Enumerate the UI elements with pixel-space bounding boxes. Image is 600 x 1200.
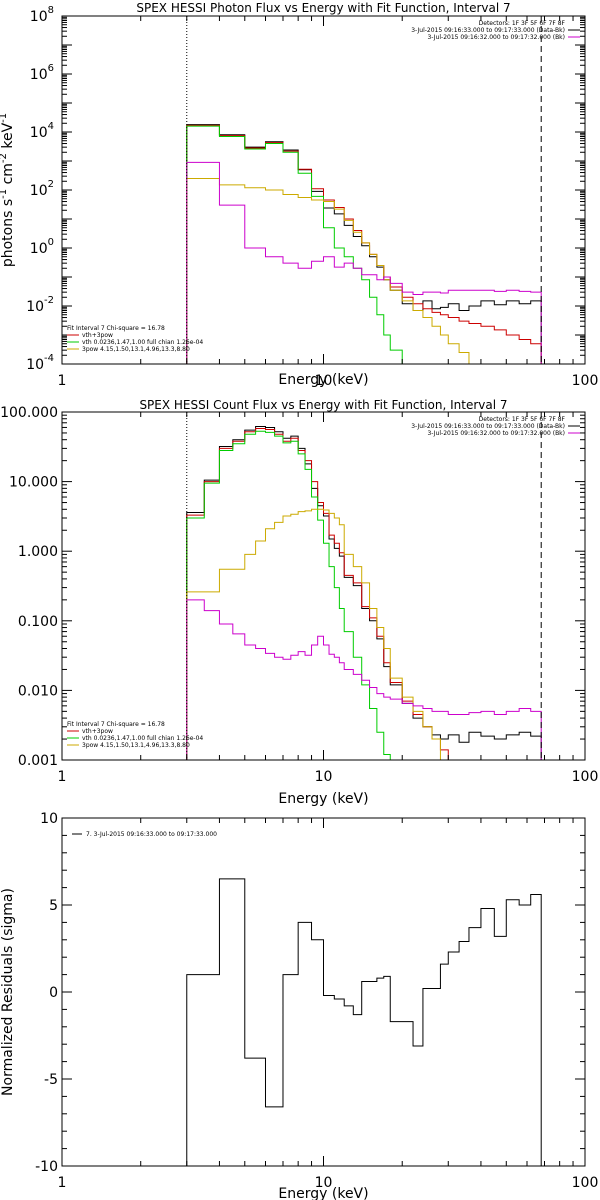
y-tick-label: 10-2 [26,295,54,315]
legend-entry: 3-Jul-2015 09:16:32.000 to 09:17:32.000 … [427,430,565,437]
y-tick-label: 106 [30,63,54,83]
y-tick-base: 10 [30,241,48,257]
series-line-1 [186,124,542,364]
y-axis-label: Normalized Residuals (sigma) [0,888,16,1096]
y-axis-label-unit: cm [0,163,16,189]
y-tick-label: 0.001 [18,753,58,769]
y-axis-label-exponent: -1 [0,189,9,199]
series-line-2 [186,124,542,364]
y-tick-base: 10 [30,125,48,141]
y-tick-exponent: 4 [48,121,54,132]
x-axis-label: Energy (keV) [278,1186,368,1200]
y-tick-label: 100.000 [0,405,58,421]
y-tick-base: 10 [26,299,44,315]
y-tick-label: 0.010 [18,683,58,699]
y-tick-label: 10 [40,811,58,827]
series-line-3 [186,125,414,364]
x-tick-label: 1 [58,769,67,785]
x-tick-label: 100 [572,1175,599,1191]
series-line-4 [186,177,482,364]
series-line-1 [186,878,542,1166]
series-line-4 [186,508,449,760]
x-tick-label: 100 [572,373,599,389]
x-tick-label: 1 [58,373,67,389]
y-tick-exponent: -4 [44,353,54,364]
plot-area [186,124,542,364]
y-tick-exponent: 6 [48,63,54,74]
legend-entry: vth+3pow [82,728,113,735]
y-tick-base: 10 [26,357,44,373]
series-line-5 [186,161,542,364]
chart-panel-1: SPEX HESSI Photon Flux vs Energy with Fi… [0,1,599,389]
x-tick-label: 10 [315,769,333,785]
series-line-1 [186,425,542,760]
y-tick-label: 0 [49,985,58,1001]
y-tick-label: 102 [30,179,54,199]
y-tick-label: 104 [30,121,54,141]
legend-entry: vth 0.0236,1.47,1.00 full chian 1.26e-04 [82,735,203,742]
plot-area [186,425,542,760]
y-axis-label-unit: photons s [0,199,16,267]
legend-entry: Fit Interval 7 Chi-square = 16.78 [67,325,165,332]
y-tick-exponent: 8 [48,5,54,16]
legend-entry: vth+3pow [82,332,113,339]
y-tick-exponent: 0 [48,237,54,248]
y-tick-label: 0.100 [18,614,58,630]
legend-entry: vth 0.0236,1.47,1.00 full chian 1.26e-04 [82,339,203,346]
series-line-2 [186,427,460,760]
legend-entry: Detectors: 1F 3F 5F 6F 7F 8F [479,416,566,423]
y-tick-label: 10-4 [26,353,54,373]
legend-entry: 7. 3-Jul-2015 09:16:33.000 to 09:17:33.0… [86,831,217,838]
y-axis-label-unit: keV [0,122,16,153]
y-tick-exponent: 2 [48,179,54,190]
y-tick-label: 1.000 [18,544,58,560]
x-tick-label: 100 [572,769,599,785]
chart-title: SPEX HESSI Count Flux vs Energy with Fit… [139,398,507,412]
legend-entry: 3-Jul-2015 09:16:33.000 to 09:17:33.000 … [411,423,565,430]
y-tick-exponent: -2 [44,295,54,306]
legend-entry: 3pow 4.15,1.50,13.1,4.96,13.3,8.80 [82,346,190,353]
chart-title: SPEX HESSI Photon Flux vs Energy with Fi… [136,1,510,15]
y-tick-base: 10 [30,67,48,83]
y-tick-label: -5 [44,1072,58,1088]
x-axis-label: Energy (keV) [278,791,368,807]
y-tick-label: -10 [35,1159,58,1175]
y-tick-base: 10 [30,9,48,25]
x-tick-label: 10 [315,1175,333,1191]
legend-entry: Detectors: 1F 3F 5F 6F 7F 8F [479,20,566,27]
y-axis-label-exponent: -1 [0,113,9,123]
x-axis-label: Energy (keV) [278,372,368,388]
chart-panel-2: SPEX HESSI Count Flux vs Energy with Fit… [0,398,599,807]
x-tick-label: 1 [58,1175,67,1191]
x-tick-label: 10 [315,373,333,389]
legend-entry: 3-Jul-2015 09:16:33.000 to 09:17:33.000 … [411,27,565,34]
axes-frame [61,411,586,761]
y-tick-label: 100 [30,237,54,257]
y-tick-label: 108 [30,5,54,25]
plot-area [186,878,542,1166]
series-line-5 [186,599,542,760]
y-axis-label: photons s-1 cm-2 keV-1 [0,113,16,267]
y-tick-label: 5 [49,898,58,914]
y-axis-label-exponent: -2 [0,153,9,163]
y-tick-base: 10 [30,183,48,199]
series-line-3 [186,430,391,760]
legend-entry: 3-Jul-2015 09:16:32.000 to 09:17:32.000 … [427,34,565,41]
y-tick-label: 10.000 [9,475,58,491]
legend-entry: Fit Interval 7 Chi-square = 16.78 [67,721,165,728]
legend-entry: 3pow 4.15,1.50,13.1,4.96,13.3,8.80 [82,742,190,749]
